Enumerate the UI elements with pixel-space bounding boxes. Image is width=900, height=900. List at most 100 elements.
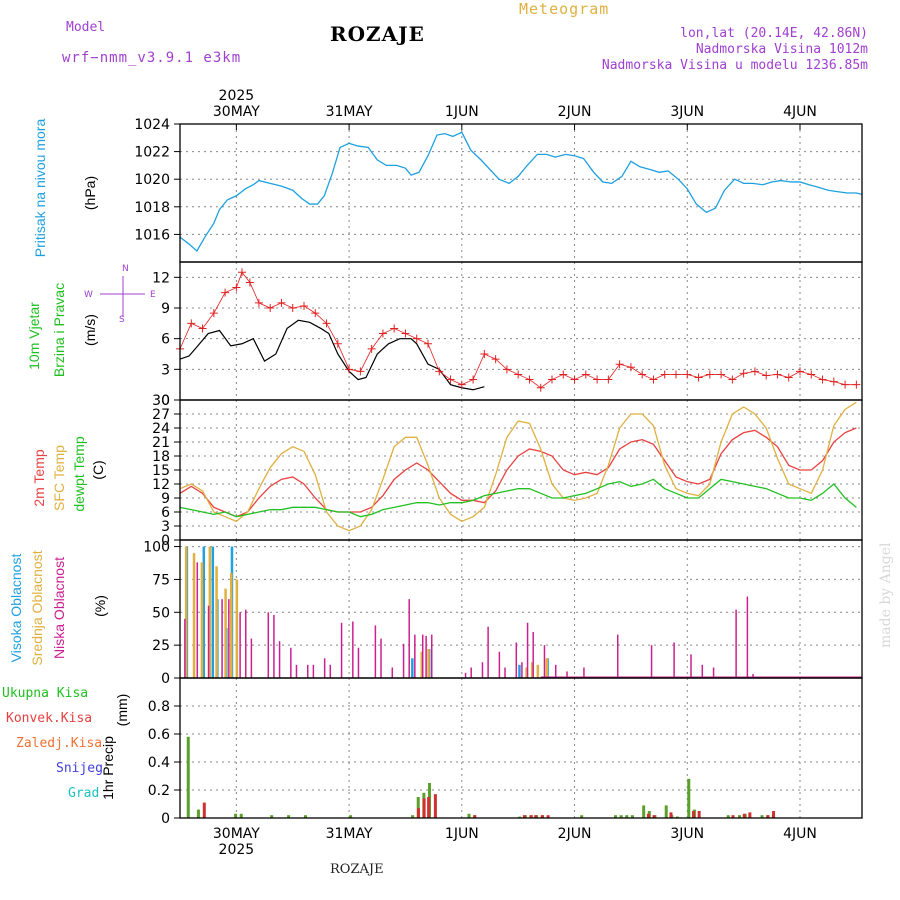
legend-ukupna-kisa: Ukupna Kisa: [2, 686, 89, 701]
wind-gust-marker: [717, 370, 726, 379]
cloud-bar: [617, 634, 619, 678]
precip-bar: [529, 815, 533, 818]
pressure-line: [179, 131, 863, 252]
compass-cross: [100, 276, 145, 317]
precip-bar: [467, 813, 471, 818]
wind-gust-marker: [807, 370, 816, 379]
precip-bar: [416, 808, 420, 818]
cloud-bar: [735, 609, 737, 678]
cloud-bar: [228, 599, 230, 678]
y-tick-label: 0.4: [148, 755, 170, 771]
wind-gust-marker: [548, 375, 556, 384]
legend-zaledj-kisa: Zaledj.Kisa: [16, 736, 103, 751]
precip-bar: [652, 815, 656, 818]
precip-bar: [534, 815, 538, 818]
legend-konvek-kisa: Konvek.Kisa: [6, 711, 93, 726]
precip-bar: [234, 813, 238, 818]
wind-gust-marker: [581, 370, 590, 379]
precip-bar: [619, 815, 623, 818]
wind-gust-marker: [604, 375, 613, 384]
cloud-bar: [701, 664, 704, 678]
wind-gust-marker: [841, 380, 850, 389]
wind-gust-marker: [705, 370, 714, 379]
wind-gust-marker: [435, 367, 444, 376]
precip-bar: [202, 802, 206, 818]
panel-frame: [179, 539, 863, 679]
cloud-bar: [196, 562, 199, 678]
precip-bar: [580, 815, 584, 818]
cloud-bar: [521, 662, 523, 678]
cloud-bar: [184, 618, 186, 678]
wind-gust-marker: [424, 339, 432, 348]
cloud-bar: [402, 643, 405, 678]
y-tick-label: 21: [152, 435, 170, 451]
cloud-bar: [278, 641, 281, 678]
precip-bar: [625, 815, 629, 818]
wind-gust-marker: [514, 370, 523, 379]
cloud-bar: [545, 658, 549, 678]
cloud-bar: [650, 645, 653, 678]
top-date-label: 31MAY: [326, 104, 373, 120]
precip-bar: [772, 811, 776, 818]
precip-bar: [270, 815, 274, 818]
cloud-bar: [526, 622, 529, 678]
cloud-bar: [425, 635, 427, 678]
precip-bar: [518, 816, 522, 818]
cloud-bar: [224, 588, 227, 678]
wind-gust-marker: [762, 371, 771, 380]
cloud-bar: [583, 667, 585, 678]
precip-bar: [687, 778, 691, 818]
precip-bar: [697, 811, 701, 818]
wind-gust-marker: [728, 375, 737, 384]
legend-grad: Grad: [68, 786, 100, 801]
compass-w: W: [84, 290, 93, 300]
wind-gust-marker: [638, 370, 647, 379]
y-tick-label: 50: [152, 605, 170, 621]
coords-label: lon,lat (20.14E, 42.86N): [680, 26, 868, 41]
wind-gust-marker: [232, 283, 241, 292]
cloud-bar: [192, 553, 196, 678]
cloud-bar: [352, 621, 354, 678]
precip-bar: [748, 812, 752, 818]
wind-gust-marker: [525, 375, 534, 384]
elevation-label: Nadmorska Visina 1012m: [695, 42, 868, 57]
precip-bar: [522, 815, 526, 818]
temp-line-2m-temp: [179, 427, 857, 518]
y-tick-label: 1020: [134, 172, 170, 188]
wind-gust-marker: [322, 319, 331, 328]
cloud-bar: [414, 634, 416, 678]
cloud-bar: [515, 642, 518, 678]
y-tick-label: 0.2: [148, 783, 170, 799]
bottom-date-label: 4JUN: [783, 826, 817, 842]
precip-bar: [676, 816, 679, 818]
bottom-date-label: 30MAY: [213, 826, 260, 842]
wind-gust-marker: [615, 360, 624, 369]
panel-frame: [179, 261, 863, 401]
cloud-bar: [566, 671, 568, 678]
y-tick-label: 6: [161, 505, 170, 521]
y-tick-label: 12: [152, 270, 170, 286]
wind-gust-marker: [356, 367, 365, 376]
cloud-bar: [411, 658, 414, 678]
cloud-bar: [431, 634, 433, 678]
wind-speed-line: [179, 319, 485, 391]
wind-gust-marker: [559, 370, 568, 379]
wind-gust-marker: [660, 370, 669, 379]
panel-frame: [179, 677, 863, 819]
y-tick-label: 3: [161, 362, 170, 378]
cloud-bar: [525, 667, 528, 678]
cloud-bar: [295, 664, 298, 678]
top-date-label: 3JUN: [670, 104, 704, 120]
cloud-bar: [208, 546, 212, 678]
wind-gust-marker: [401, 329, 410, 338]
y-tick-label: 3: [161, 519, 170, 535]
wind-gust-marker: [311, 309, 320, 318]
wind-gust-marker: [593, 375, 602, 384]
precip-bar: [304, 815, 307, 818]
wind-gust-marker: [288, 304, 297, 312]
precip-bar: [540, 815, 544, 818]
cloud-bar: [229, 572, 233, 678]
cloud-bar: [267, 612, 270, 678]
footer-station: ROZAJE: [330, 862, 384, 877]
